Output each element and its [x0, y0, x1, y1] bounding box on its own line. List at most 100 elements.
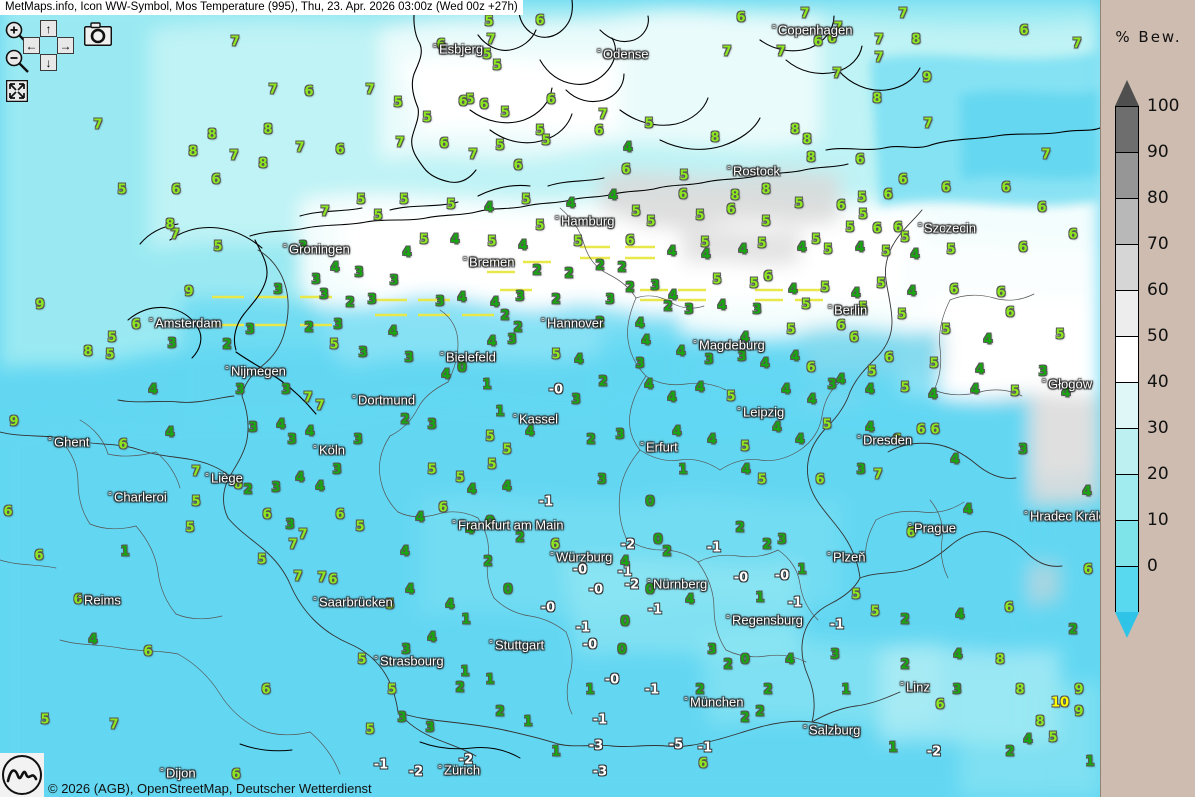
observation-value: 1: [755, 590, 765, 606]
city-marker-icon: °: [1024, 510, 1028, 522]
observation-value: 5: [679, 168, 689, 184]
legend-segment[interactable]: [1115, 382, 1139, 428]
cloud-cover-layer: [0, 0, 1100, 797]
observation-value: 4: [574, 352, 584, 368]
pan-right-button[interactable]: →: [57, 37, 74, 54]
legend-segment[interactable]: [1115, 566, 1139, 612]
observation-value: 5: [393, 95, 403, 111]
observation-value: 5: [573, 234, 583, 250]
legend-cap-bottom: [1115, 612, 1139, 638]
observation-value: 3: [435, 294, 445, 310]
legend-tick-label: 60: [1147, 280, 1169, 300]
observation-value: 4: [865, 382, 875, 398]
city-label: ° Szczecin: [918, 221, 976, 236]
city-name: Rostock: [733, 163, 780, 179]
legend-tick-label: 20: [1147, 464, 1169, 484]
observation-value: 8: [710, 130, 720, 146]
observation-value: 6: [1018, 240, 1028, 256]
observation-value: 7: [365, 82, 375, 98]
city-marker-icon: °: [48, 436, 52, 448]
city-label: ° Prague: [908, 521, 956, 536]
observation-value: 2: [762, 537, 772, 553]
city-marker-icon: °: [160, 767, 164, 779]
city-label: ° Głogów: [1042, 377, 1092, 392]
observation-value: 0: [503, 582, 513, 598]
city-name: Regensburg: [732, 612, 803, 628]
pan-left-button[interactable]: ←: [23, 37, 40, 54]
observation-value: 4: [741, 462, 751, 478]
pan-up-button[interactable]: ↑: [40, 20, 57, 37]
legend-tick-label: 70: [1147, 234, 1169, 254]
observation-value: -2: [458, 752, 474, 768]
observation-value: 5: [482, 47, 492, 63]
observation-value: 5: [929, 356, 939, 372]
observation-value: 6: [883, 187, 893, 203]
legend-segment[interactable]: [1115, 244, 1139, 290]
camera-icon[interactable]: [83, 22, 113, 51]
observation-value: 9: [35, 297, 45, 313]
city-marker-icon: °: [1042, 378, 1046, 390]
pan-down-button[interactable]: ↓: [40, 54, 57, 71]
city-marker-icon: °: [440, 351, 444, 363]
observation-value: 4: [402, 245, 412, 261]
legend-colorbar[interactable]: [1115, 80, 1139, 638]
city-name: Erfurt: [646, 439, 678, 455]
legend-tick-label: 30: [1147, 418, 1169, 438]
observation-value: 5: [40, 712, 50, 728]
observation-value: 3: [635, 356, 645, 372]
observation-value: 0: [740, 652, 750, 668]
observation-value: 4: [950, 452, 960, 468]
observation-value: -2: [624, 577, 640, 593]
city-name: Amsterdam: [155, 315, 222, 331]
fullscreen-icon[interactable]: [5, 79, 29, 107]
observation-value: 6: [836, 318, 846, 334]
observation-value: 4: [668, 288, 678, 304]
observation-value: 4: [315, 479, 325, 495]
observation-value: 4: [955, 607, 965, 623]
observation-value: -5: [668, 737, 684, 753]
observation-value: 4: [695, 380, 705, 396]
metmaps-logo[interactable]: [0, 753, 44, 797]
city-label: ° Dijon: [160, 766, 196, 781]
zoom-out-icon[interactable]: [4, 48, 30, 74]
observation-value: 2: [625, 280, 635, 296]
observation-value: 3: [319, 287, 329, 303]
legend-segment[interactable]: [1115, 520, 1139, 566]
legend-segment[interactable]: [1115, 152, 1139, 198]
observation-value: 3: [311, 272, 321, 288]
observation-value: 4: [635, 316, 645, 332]
observation-value: -1: [787, 595, 803, 611]
city-name: Dortmund: [358, 392, 416, 408]
observation-value: 5: [867, 364, 877, 380]
observation-value: 3: [167, 336, 177, 352]
observation-value: 6: [815, 472, 825, 488]
observation-value: 6: [884, 350, 894, 366]
observation-value: 4: [1023, 732, 1033, 748]
observation-value: 5: [695, 208, 705, 224]
observation-value: 6: [1001, 180, 1011, 196]
observation-value: 8: [995, 652, 1005, 668]
observation-value: 1: [551, 744, 561, 760]
city-label: ° Bielefeld: [440, 350, 496, 365]
observation-value: 3: [704, 352, 714, 368]
legend-segment[interactable]: [1115, 474, 1139, 520]
legend-segment[interactable]: [1115, 428, 1139, 474]
legend-segment[interactable]: [1115, 198, 1139, 244]
observation-value: 4: [148, 382, 158, 398]
city-marker-icon: °: [489, 639, 493, 651]
legend-segment[interactable]: [1115, 336, 1139, 382]
observation-value: 1: [460, 664, 470, 680]
city-marker-icon: °: [555, 215, 559, 227]
observation-value: 4: [450, 232, 460, 248]
legend-segment[interactable]: [1115, 290, 1139, 336]
observation-value: 7: [109, 717, 119, 733]
observation-value: 5: [1048, 730, 1058, 746]
observation-value: 2: [495, 704, 505, 720]
observation-value: 5: [794, 196, 804, 212]
city-label: °Hradec Králové: [1024, 509, 1100, 524]
legend-tick-label: 10: [1147, 510, 1169, 530]
legend-segment[interactable]: [1115, 106, 1139, 152]
city-label: ° Strasbourg: [374, 654, 444, 669]
observation-value: 7: [230, 34, 240, 50]
